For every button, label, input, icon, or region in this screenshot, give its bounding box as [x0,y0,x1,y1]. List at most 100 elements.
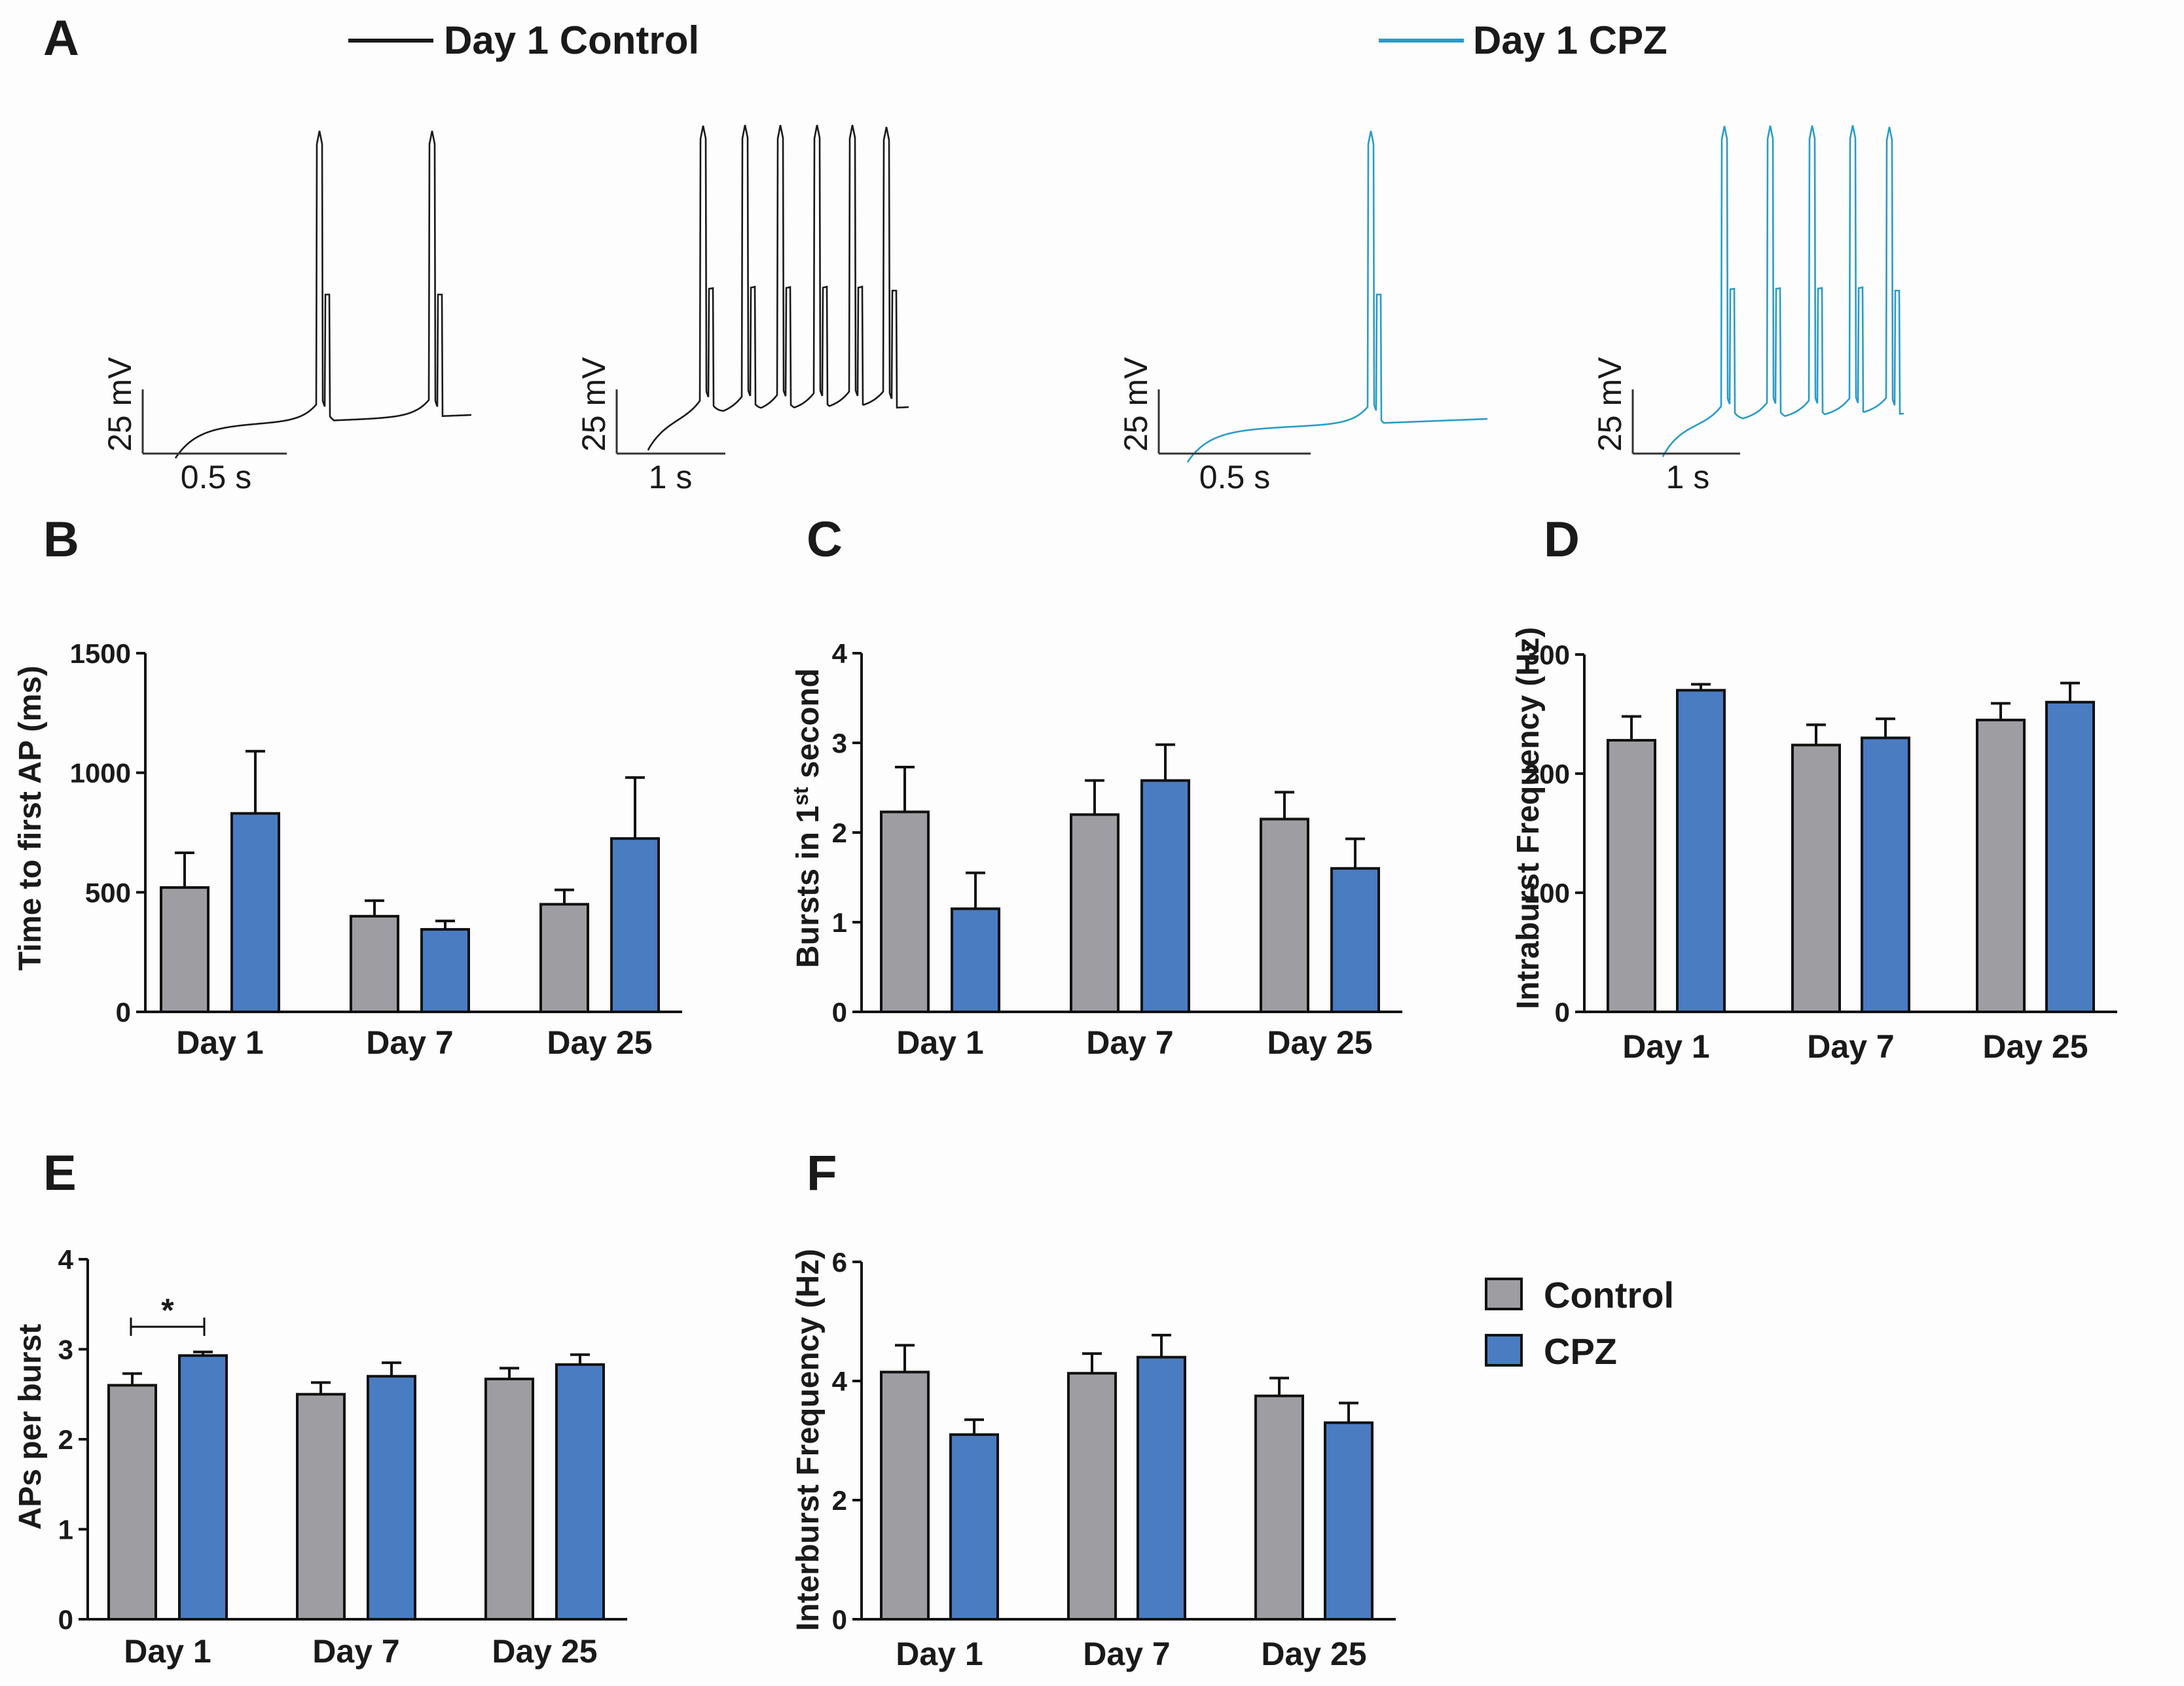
trace-cpz-1-voltage-scale: 25 mV [1118,357,1154,452]
trace-legend: Day 1 Control Day 1 CPZ [348,18,1667,62]
panel-d-bar-control [1791,744,1841,1013]
trace-cpz-1: 25 mV 0.5 s [1118,130,1487,495]
panel-c-ytick-label: 3 [832,728,847,759]
panel-e-category-label: Day 1 [124,1633,211,1670]
panel-d-category-label: Day 25 [1982,1028,2088,1065]
panel-b-bar-cpz [420,927,470,1013]
panel-e-ytick-label: 0 [58,1604,73,1635]
panel-c-y-label: Bursts in 1st second [789,668,826,968]
panel-b-category-label: Day 1 [176,1024,263,1061]
panel-label-d: D [1544,512,1580,567]
trace-cpz-1-waveform [1186,130,1487,463]
panel-label-f: F [807,1145,837,1201]
panel-e-bar-cpz [367,1374,416,1621]
panel-b-bar-control [539,903,589,1013]
panel-f-category-label: Day 1 [896,1636,983,1672]
panel-c-category-label: Day 25 [1267,1024,1372,1061]
panel-label-c: C [807,512,843,567]
panel-c-category-label: Day 7 [1086,1024,1173,1061]
panel-d-category-label: Day 1 [1622,1028,1709,1065]
trace-cpz-2-waveform [1662,125,1904,457]
panel-e-bar-control [484,1377,534,1621]
panel-b-bar-cpz [230,812,280,1013]
panel-c-bar-cpz [1140,779,1190,1014]
panel-c-category-label: Day 1 [896,1024,983,1061]
control-legend-label: Day 1 Control [444,18,699,62]
panel-e-bar-control [296,1393,346,1621]
panel-f-ytick-label: 4 [832,1366,848,1397]
panel-d-bar-cpz [2045,700,2095,1014]
panel-d-ytick-label: 100 [1524,878,1570,908]
panel-c-bar-cpz [1330,867,1380,1014]
panel-f-ytick-label: 0 [832,1604,847,1635]
panel-b-category-label: Day 7 [366,1024,453,1061]
panel-e-ytick-label: 2 [58,1424,73,1455]
trace-cpz-2: 25 mV 1 s [1592,125,1904,495]
legend-swatch-control [1485,1278,1523,1310]
panel-e-category-label: Day 25 [492,1633,597,1670]
panel-e-bar-control [107,1384,157,1621]
panel-c-ytick-label: 2 [832,817,847,848]
panel-e-bar-cpz [178,1354,228,1621]
panel-c-bar-control [880,810,930,1013]
panel-b-y-label: Time to first AP (ms) [13,666,48,971]
panel-f-bar-cpz [949,1433,999,1621]
panel-f-category-label: Day 7 [1083,1636,1170,1672]
panel-b-bar-cpz [610,837,660,1013]
trace-cpz-1-time-scale: 0.5 s [1199,459,1270,495]
trace-control-1: 25 mV 0.5 s [101,130,471,495]
panel-b-ytick-label: 500 [85,877,131,908]
cpz-legend-label: Day 1 CPZ [1473,18,1667,62]
panel-e-y-label: APs per burst [13,1324,48,1530]
panel-d-ytick-label: 0 [1555,997,1570,1028]
panel-b-bar-control [350,914,399,1014]
panel-c-ytick-label: 0 [832,997,847,1028]
panel-b-ytick-label: 1500 [70,638,131,669]
panel-d-bar-cpz [1861,736,1910,1014]
legend-label-control: Control [1544,1274,1674,1316]
panel-e-ytick-label: 3 [58,1335,73,1365]
panel-e-bar-cpz [555,1363,605,1621]
panel-f-bar-control [1067,1372,1117,1621]
panel-e-ytick-label: 1 [58,1515,73,1545]
trace-control-2: 25 mV 1 s [575,124,909,495]
trace-cpz-2-voltage-scale: 25 mV [1592,357,1628,452]
panel-b-category-label: Day 25 [547,1024,652,1061]
panel-d-ytick-label: 200 [1524,759,1570,789]
panel-c-ytick-label: 1 [832,907,847,938]
panel-f-ytick-label: 2 [832,1485,847,1516]
panel-d-bar-control [1976,719,2026,1013]
panel-d-bar-cpz [1676,689,1726,1013]
trace-control-1-voltage-scale: 25 mV [101,357,138,452]
panel-c-bar-cpz [951,907,1000,1013]
panel-f-category-label: Day 25 [1261,1636,1366,1672]
panel-e-sig-star: * [161,1292,174,1329]
panel-b-ytick-label: 1000 [70,758,131,789]
panel-d-bar-control [1607,739,1656,1014]
panel-f-bar-control [1254,1394,1304,1621]
legend-label-cpz: CPZ [1544,1331,1617,1372]
panel-b-bar-control [160,886,209,1013]
panel-label-b: B [43,512,79,567]
trace-control-2-voltage-scale: 25 mV [575,357,612,452]
panel-e-category-label: Day 7 [312,1633,399,1670]
trace-control-1-waveform [174,130,471,459]
panel-f-y-label: Interburst Frequency (Hz) [791,1249,826,1631]
trace-control-2-waveform [647,124,909,451]
panel-d-category-label: Day 7 [1807,1028,1894,1065]
group-legend: Control CPZ [1485,1274,1674,1372]
chart-b-time-to-first-ap: 0 500 1000 1500 Time to first AP (ms) Day 1 Da… [13,638,682,1061]
chart-e-aps-per-burst: 0 1 2 3 4 APs per burst Day 1 Day 7 Day 25 * [13,1244,627,1670]
panel-f-bar-cpz [1137,1355,1186,1621]
panel-e-ytick-label: 4 [58,1244,74,1275]
trace-cpz-2-time-scale: 1 s [1666,459,1710,495]
panel-f-bar-control [880,1371,930,1621]
panel-c-bar-control [1070,813,1119,1013]
panel-c-ytick-label: 4 [832,638,848,669]
panel-label-a: A [43,10,79,66]
panel-label-e: E [43,1145,77,1201]
